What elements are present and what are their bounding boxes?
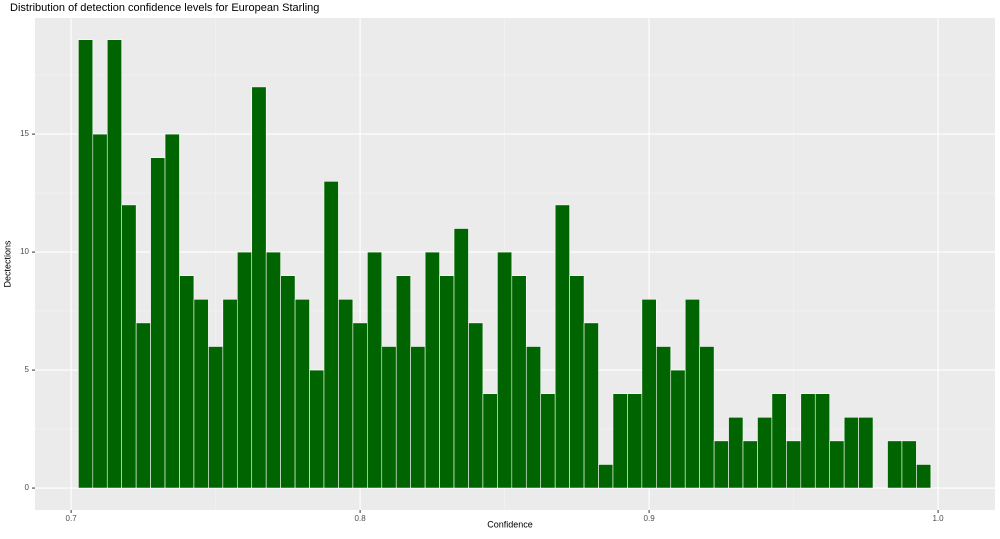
bar [757, 416, 773, 489]
bar [236, 251, 253, 489]
x-tick-label: 0.7 [66, 514, 78, 523]
bar [309, 369, 325, 489]
bar [135, 322, 151, 489]
bar [583, 322, 599, 489]
bar [554, 204, 570, 489]
bar [424, 251, 440, 489]
bar [222, 298, 238, 489]
bar [352, 322, 368, 489]
bar [164, 133, 180, 489]
bar [627, 393, 643, 489]
bar [814, 393, 831, 489]
bar [482, 393, 498, 489]
x-tick-label: 0.9 [644, 514, 656, 523]
bar [265, 251, 281, 489]
y-tick-label: 10 [20, 247, 29, 256]
bar [684, 298, 700, 489]
bar [901, 440, 917, 489]
bar [280, 275, 296, 489]
chart-title: Distribution of detection confidence lev… [10, 2, 319, 14]
bar [641, 298, 657, 489]
bar [323, 180, 339, 489]
bar [150, 157, 166, 489]
bar [771, 393, 787, 489]
bar [656, 346, 672, 489]
bar [338, 298, 354, 489]
bar [786, 440, 802, 489]
bar [829, 440, 845, 489]
bar [294, 298, 310, 489]
bar [612, 393, 628, 489]
bar [540, 393, 556, 489]
bar [699, 346, 715, 489]
bar [497, 251, 513, 489]
x-tick-label: 0.8 [355, 514, 367, 523]
bar [728, 416, 744, 489]
bar [511, 275, 527, 489]
bar [439, 275, 455, 489]
bar [106, 39, 122, 489]
bar [92, 133, 108, 489]
y-tick-label: 5 [25, 365, 30, 374]
bar [395, 275, 411, 489]
y-tick-label: 15 [20, 129, 29, 138]
y-tick-label: 0 [25, 483, 30, 492]
y-axis-label: Dectections [2, 240, 12, 288]
bar [381, 346, 397, 489]
bar [800, 393, 816, 489]
bar [179, 275, 195, 489]
bar [453, 228, 469, 489]
bar [525, 346, 542, 489]
bar [121, 204, 137, 489]
bar [598, 464, 614, 489]
x-tick-label: 1.0 [933, 514, 945, 523]
bar [193, 298, 209, 489]
bar [843, 416, 859, 489]
bar [569, 275, 585, 489]
bar [887, 440, 903, 489]
bar [713, 440, 729, 489]
bar [78, 39, 94, 489]
bar [858, 416, 874, 489]
bar [670, 369, 686, 489]
bar [367, 251, 383, 489]
bar [742, 440, 758, 489]
bar [916, 464, 932, 489]
bar [208, 346, 224, 489]
bar [468, 322, 484, 489]
x-axis-label: Confidence [487, 519, 533, 529]
bar [251, 86, 267, 489]
bar [410, 346, 426, 489]
